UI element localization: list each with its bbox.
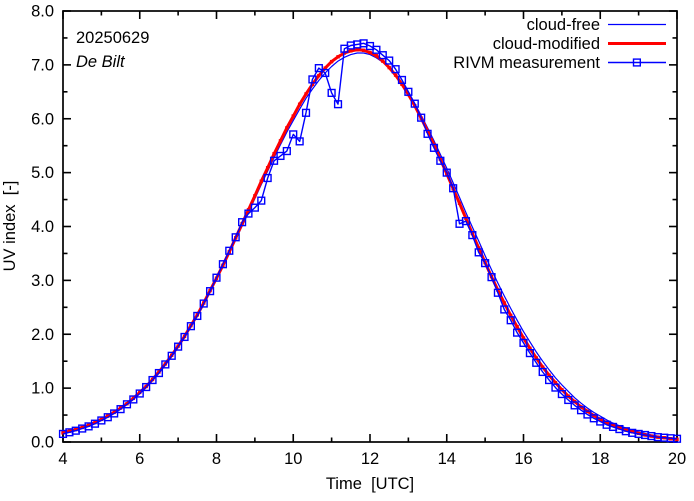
data-point-dot [285,126,288,129]
annotation-station: De Bilt [76,53,126,71]
legend-label-cloud-modified: cloud-modified [493,35,600,53]
data-point-dot [279,139,282,142]
data-point-dot [330,60,333,63]
x-tick-label: 4 [58,450,67,468]
y-tick-label: 3.0 [31,272,54,290]
y-tick-label: 8.0 [31,3,54,21]
data-point-dot [272,152,275,155]
x-tick-label: 12 [361,450,379,468]
data-point-dot [362,49,365,52]
y-tick-label: 1.0 [31,380,54,398]
data-point-dot [253,194,256,197]
data-point-dot [368,51,371,54]
x-tick-label: 10 [284,450,302,468]
chart-container: 4 6 8 10 12 14 16 18 20 0.0 1.0 2.0 3.0 4.0 5.0 6.0 7.0 8… [0,0,694,501]
data-point-dot [375,54,378,57]
y-tick-label: 0.0 [31,434,54,452]
data-point-dot [292,114,295,117]
data-point-dot [349,49,352,52]
y-tick-label: 4.0 [31,218,54,236]
y-tick-label: 5.0 [31,164,54,182]
x-tick-label: 6 [135,450,144,468]
annotation-date: 20250629 [76,29,149,47]
data-point-dot [298,103,301,106]
data-series [60,40,681,442]
series-line [63,50,677,440]
series-cloud-free [63,53,677,439]
x-tick-label: 20 [668,450,686,468]
legend: cloud-free cloud-modified RIVM measureme… [453,16,666,72]
y-tick-label: 6.0 [31,110,54,128]
x-tick-label: 18 [591,450,609,468]
data-point-dot [394,73,397,76]
data-point-dot [356,48,359,51]
series-cloud-modified [61,48,678,441]
legend-label-cloud-free: cloud-free [527,16,600,34]
data-point-dot [304,92,307,95]
x-tick-label: 16 [514,450,532,468]
y-axis-title: UV index [-] [1,181,19,272]
x-axis-title: Time [UTC] [326,475,414,493]
series-line [63,43,677,439]
series-line [63,53,677,439]
uv-index-chart: 4 6 8 10 12 14 16 18 20 0.0 1.0 2.0 3.0 4.0 5.0 6.0 7.0 8… [0,0,694,501]
x-tick-label: 8 [212,450,221,468]
data-point-dot [503,301,506,304]
data-point-dot [458,202,461,205]
y-tick-label: 7.0 [31,56,54,74]
y-tick-label: 2.0 [31,326,54,344]
legend-label-rivm-measurement: RIVM measurement [453,54,600,72]
data-point-dot [387,66,390,69]
series-rivm-measurement [60,40,681,442]
x-tick-label: 14 [438,450,456,468]
data-point-dot [336,55,339,58]
data-point-dot [266,166,269,169]
data-point-dot [260,180,263,183]
data-point-dot [317,74,320,77]
data-point-dot [515,325,518,328]
data-point-dot [381,59,384,62]
